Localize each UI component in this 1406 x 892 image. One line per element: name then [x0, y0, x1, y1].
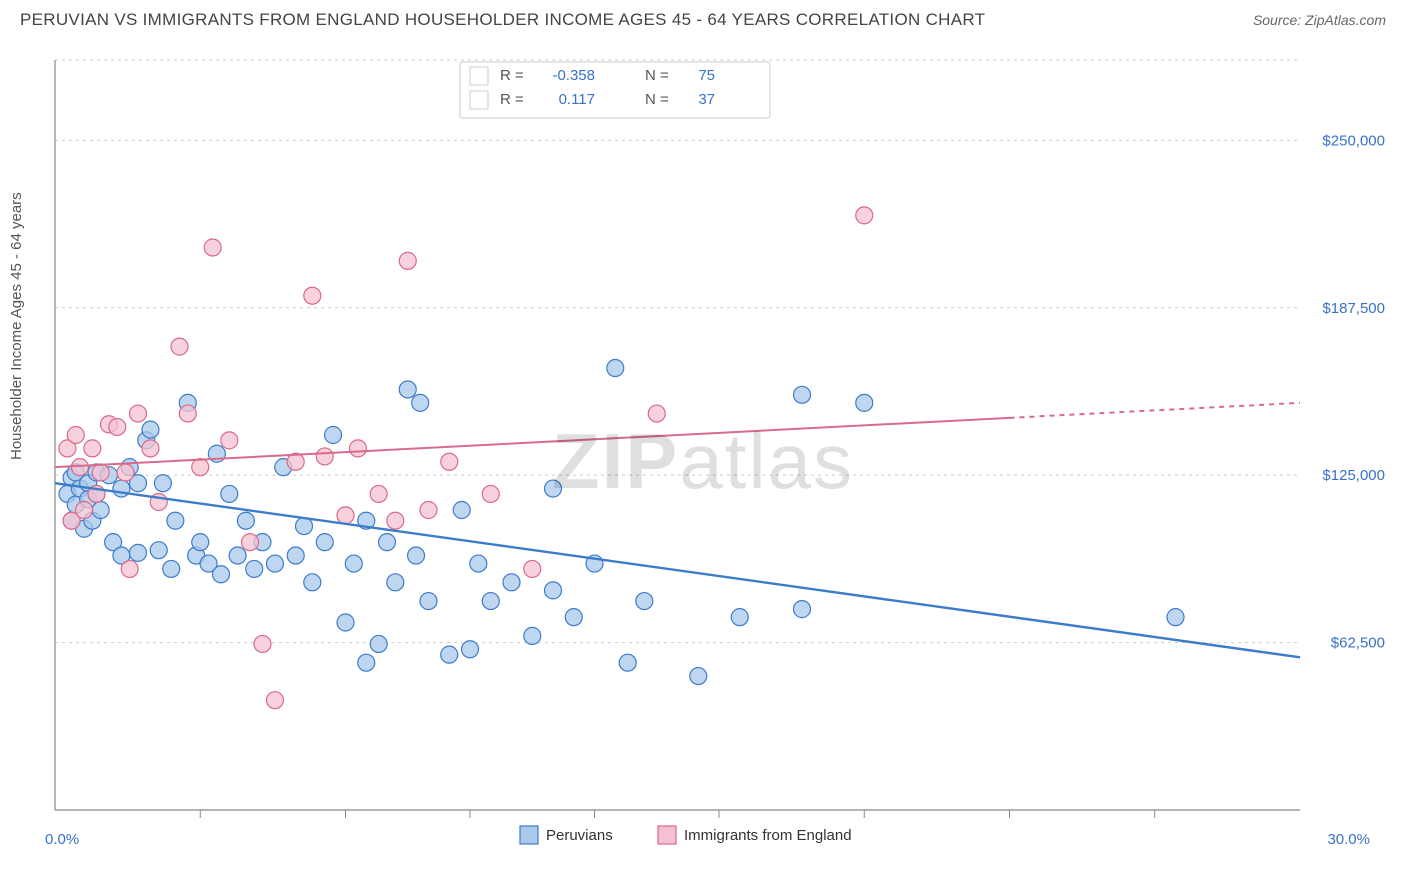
svg-text:Peruvians: Peruvians — [546, 827, 613, 844]
svg-text:$250,000: $250,000 — [1322, 132, 1385, 149]
svg-text:-0.358: -0.358 — [552, 67, 595, 84]
source-label: Source: ZipAtlas.com — [1253, 12, 1386, 28]
svg-text:0.0%: 0.0% — [45, 831, 79, 848]
svg-text:Immigrants from England: Immigrants from England — [684, 827, 852, 844]
svg-text:75: 75 — [698, 67, 715, 84]
svg-text:N =: N = — [645, 91, 669, 108]
chart-container: Householder Income Ages 45 - 64 years ZI… — [0, 40, 1406, 892]
svg-text:37: 37 — [698, 91, 715, 108]
svg-text:N =: N = — [645, 67, 669, 84]
chart-title: PERUVIAN VS IMMIGRANTS FROM ENGLAND HOUS… — [20, 10, 985, 30]
svg-text:30.0%: 30.0% — [1327, 831, 1370, 848]
y-axis-label: Householder Income Ages 45 - 64 years — [8, 192, 25, 460]
svg-text:R =: R = — [500, 91, 524, 108]
svg-text:0.117: 0.117 — [559, 91, 595, 108]
svg-text:R =: R = — [500, 67, 524, 84]
scatter-chart: $62,500 $125,000 $187,500 $250,000 0.0% 30.0%… — [0, 40, 1406, 892]
svg-text:$125,000: $125,000 — [1322, 467, 1385, 484]
svg-text:$62,500: $62,500 — [1331, 635, 1385, 652]
svg-text:$187,500: $187,500 — [1322, 300, 1385, 317]
